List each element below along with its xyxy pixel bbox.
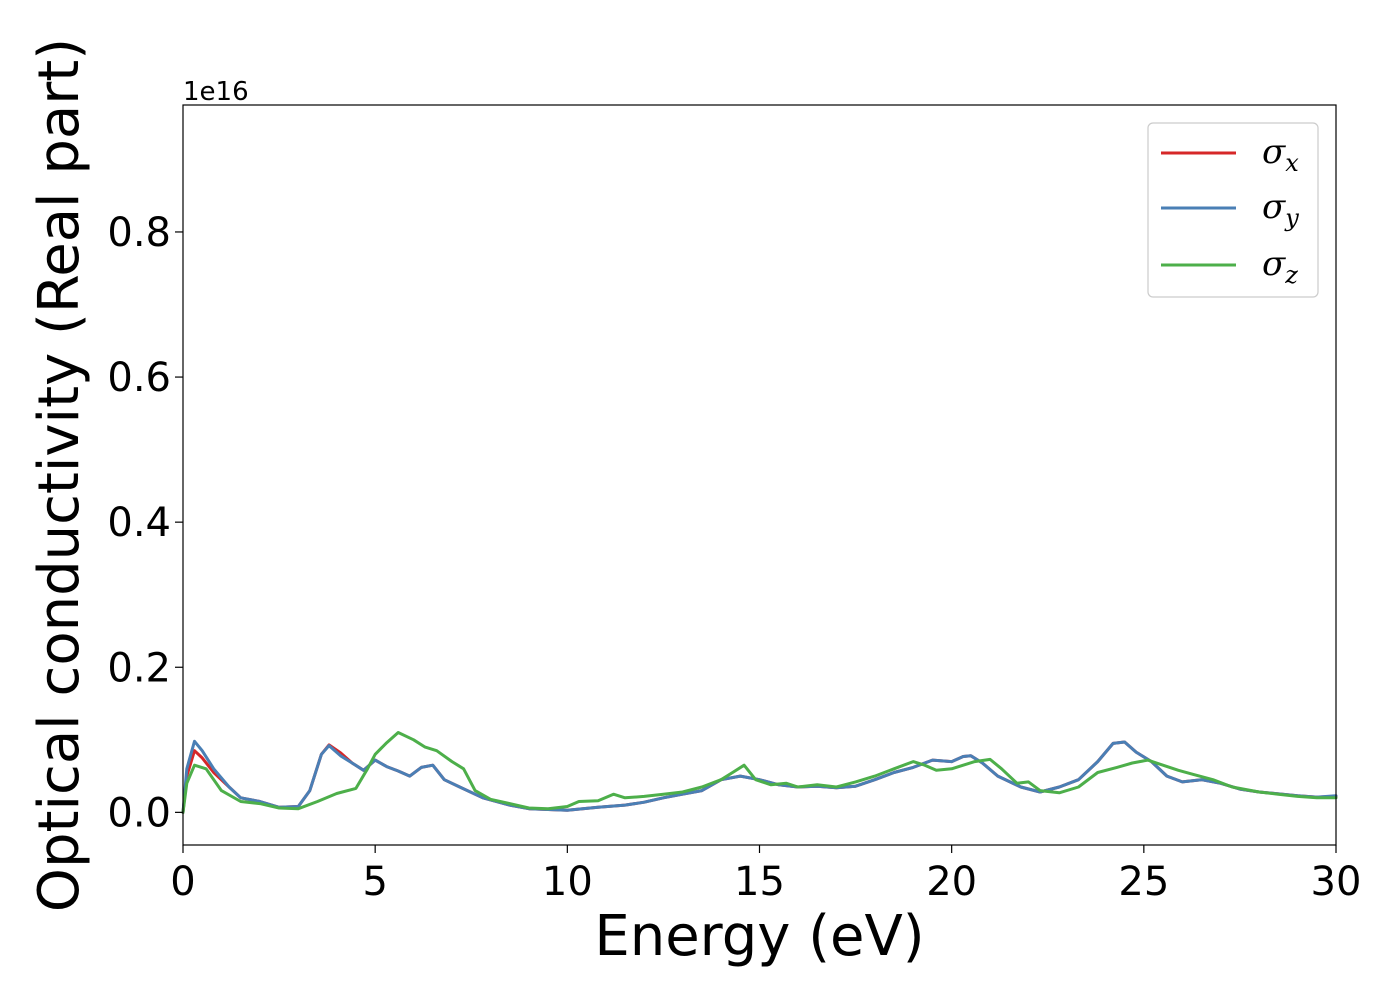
x-tick-label: 20 [926,859,977,905]
x-tick-label: 0 [170,859,195,905]
y-tick-label: 0.8 [107,210,171,256]
x-tick-label: 15 [734,859,785,905]
y-tick-label: 0.2 [107,645,171,691]
y-tick-label: 0.0 [107,790,171,836]
plot-area [183,105,1336,845]
legend-symbol: σ [1262,132,1286,172]
series-line-z [181,731,1338,814]
series-layer [181,731,1338,814]
legend-label-z: σz [1262,244,1298,289]
legend-symbol: σ [1262,244,1286,284]
x-axis-ticks: 0 5 10 15 20 25 30 [170,845,1361,905]
x-tick-label: 10 [542,859,593,905]
x-tick-label: 5 [362,859,387,905]
legend-box [1147,122,1319,298]
y-tick-label: 0.4 [107,500,171,546]
legend-symbol: σ [1262,187,1286,227]
y-tick-label: 0.6 [107,355,171,401]
y-axis-label: Optical conductivity (Real part) [27,38,92,912]
legend-subscript: x [1285,149,1299,177]
x-tick-label: 30 [1311,859,1362,905]
x-tick-label: 25 [1118,859,1169,905]
y-axis-ticks: 0.0 0.2 0.4 0.6 0.8 [107,210,183,836]
legend-label-y: σy [1262,187,1299,232]
legend-subscript: z [1284,261,1298,289]
legend-subscript: y [1284,204,1299,232]
x-axis-label: Energy (eV) [594,904,924,969]
legend-label-x: σx [1262,132,1299,177]
y-offset-label: 1e16 [183,77,249,107]
